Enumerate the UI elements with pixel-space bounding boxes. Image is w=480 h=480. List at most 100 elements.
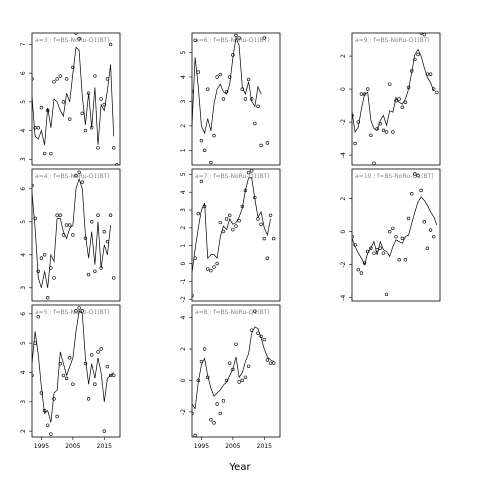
panel-5: a=7 : f=BS-NoRu-Q1(BT) -2 -1 0 1 2 3 4 5: [180, 168, 281, 302]
observation-point: [218, 411, 222, 416]
observation-point: [240, 204, 244, 209]
y-tick-label: 3: [20, 286, 27, 290]
observation-point: [218, 72, 222, 77]
observation-point: [36, 125, 40, 130]
observation-point: [71, 65, 75, 70]
observation-point: [231, 227, 235, 232]
observation-point: [108, 42, 113, 47]
fit-line: [32, 310, 114, 423]
observation-point: [61, 100, 66, 104]
observation-point: [99, 97, 103, 101]
observation-point: [221, 97, 226, 101]
observation-point: [375, 126, 379, 131]
observation-point: [268, 213, 273, 218]
y-tick-label: 2: [180, 124, 187, 128]
panel-label: a=3 : f=BS-NoRu-Q1(BT): [35, 37, 110, 44]
observation-point: [86, 272, 91, 277]
observation-point: [218, 220, 222, 225]
observation-point: [196, 378, 200, 383]
observation-point: [90, 220, 94, 224]
observation-point: [112, 276, 116, 280]
observation-point: [206, 267, 210, 271]
y-tick-label: 6: [20, 312, 27, 316]
observation-point: [246, 364, 251, 368]
panel-label: a=8 : f=BS-NoRu-Q1(BT): [195, 309, 270, 316]
x-tick-label: 2005: [65, 443, 80, 450]
y-tick-label: 2: [20, 429, 27, 433]
x-tick-label: 1995: [34, 443, 49, 450]
y-tick-label: 3: [180, 99, 187, 103]
observation-point: [93, 269, 97, 273]
observation-point: [212, 133, 216, 138]
observation-point: [80, 111, 84, 116]
observation-point: [428, 228, 433, 232]
observation-point: [61, 373, 66, 378]
observation-point: [105, 77, 110, 81]
observation-point: [406, 85, 411, 90]
x-tick-label: 2005: [225, 443, 240, 450]
fit-line: [192, 36, 262, 135]
y-tick-label: -2: [180, 409, 187, 415]
y-tick-label: 7: [20, 42, 27, 46]
observation-point: [406, 216, 411, 221]
observation-point: [356, 267, 360, 272]
y-tick-label: 3: [180, 208, 187, 212]
observation-point: [231, 367, 235, 372]
observation-point: [250, 97, 254, 101]
observation-point: [93, 382, 97, 386]
panel-label: a=5 : f=BS-NoRu-Q1(BT): [35, 309, 110, 316]
observation-point: [32, 183, 34, 188]
panel-6: a=10 : f=BS-NoRu-Q1(BT) -4 -2 0 2: [340, 168, 441, 302]
y-tick-label: 0: [180, 378, 187, 382]
observation-point: [416, 173, 420, 178]
observation-point: [55, 414, 59, 419]
observation-point: [250, 328, 254, 332]
observation-point: [212, 421, 216, 425]
panels-layer: a=3 : f=BS-NoRu-Q1(BT) 3 4 5 6 7 a=6 : f=BS-No…: [20, 32, 441, 450]
observation-point: [234, 33, 238, 38]
observation-point: [432, 87, 436, 91]
observation-point: [403, 100, 408, 105]
observation-point: [262, 236, 266, 241]
panel-frame: [31, 304, 121, 438]
observation-point: [55, 77, 59, 81]
observation-point: [400, 105, 404, 109]
observation-point: [52, 397, 56, 401]
observation-point: [99, 347, 103, 351]
observation-point: [58, 74, 62, 78]
observation-point: [228, 361, 232, 365]
observation-point: [39, 105, 44, 110]
observation-point: [206, 375, 210, 379]
observation-point: [425, 246, 430, 250]
observation-point: [61, 233, 66, 237]
observation-point: [77, 170, 81, 175]
y-tick-label: -2: [340, 262, 347, 268]
observation-point: [83, 361, 88, 366]
observation-point: [391, 130, 395, 134]
observation-point: [425, 72, 430, 76]
y-tick-label: 5: [20, 341, 27, 345]
observation-point: [83, 128, 88, 133]
observation-point: [42, 408, 47, 413]
observation-point: [71, 233, 75, 237]
y-tick-label: -2: [180, 296, 187, 302]
y-tick-label: 2: [340, 54, 347, 58]
observation-point: [68, 356, 72, 360]
y-tick-label: 4: [20, 128, 27, 132]
observation-point: [86, 397, 91, 401]
observation-point: [52, 80, 56, 84]
observation-point: [49, 266, 53, 270]
observation-point: [243, 97, 248, 101]
y-tick-label: 1: [180, 148, 187, 152]
observation-point: [362, 92, 367, 96]
observation-point: [228, 75, 232, 79]
panel-frame: [351, 32, 441, 166]
observation-point: [112, 373, 116, 378]
panel-1: a=3 : f=BS-NoRu-Q1(BT) 3 4 5 6 7: [20, 32, 121, 166]
observation-point: [105, 239, 110, 244]
observation-point: [259, 222, 263, 226]
observation-point: [49, 151, 53, 156]
observation-point: [206, 87, 210, 91]
observation-point: [381, 128, 386, 133]
observation-point: [108, 373, 113, 378]
